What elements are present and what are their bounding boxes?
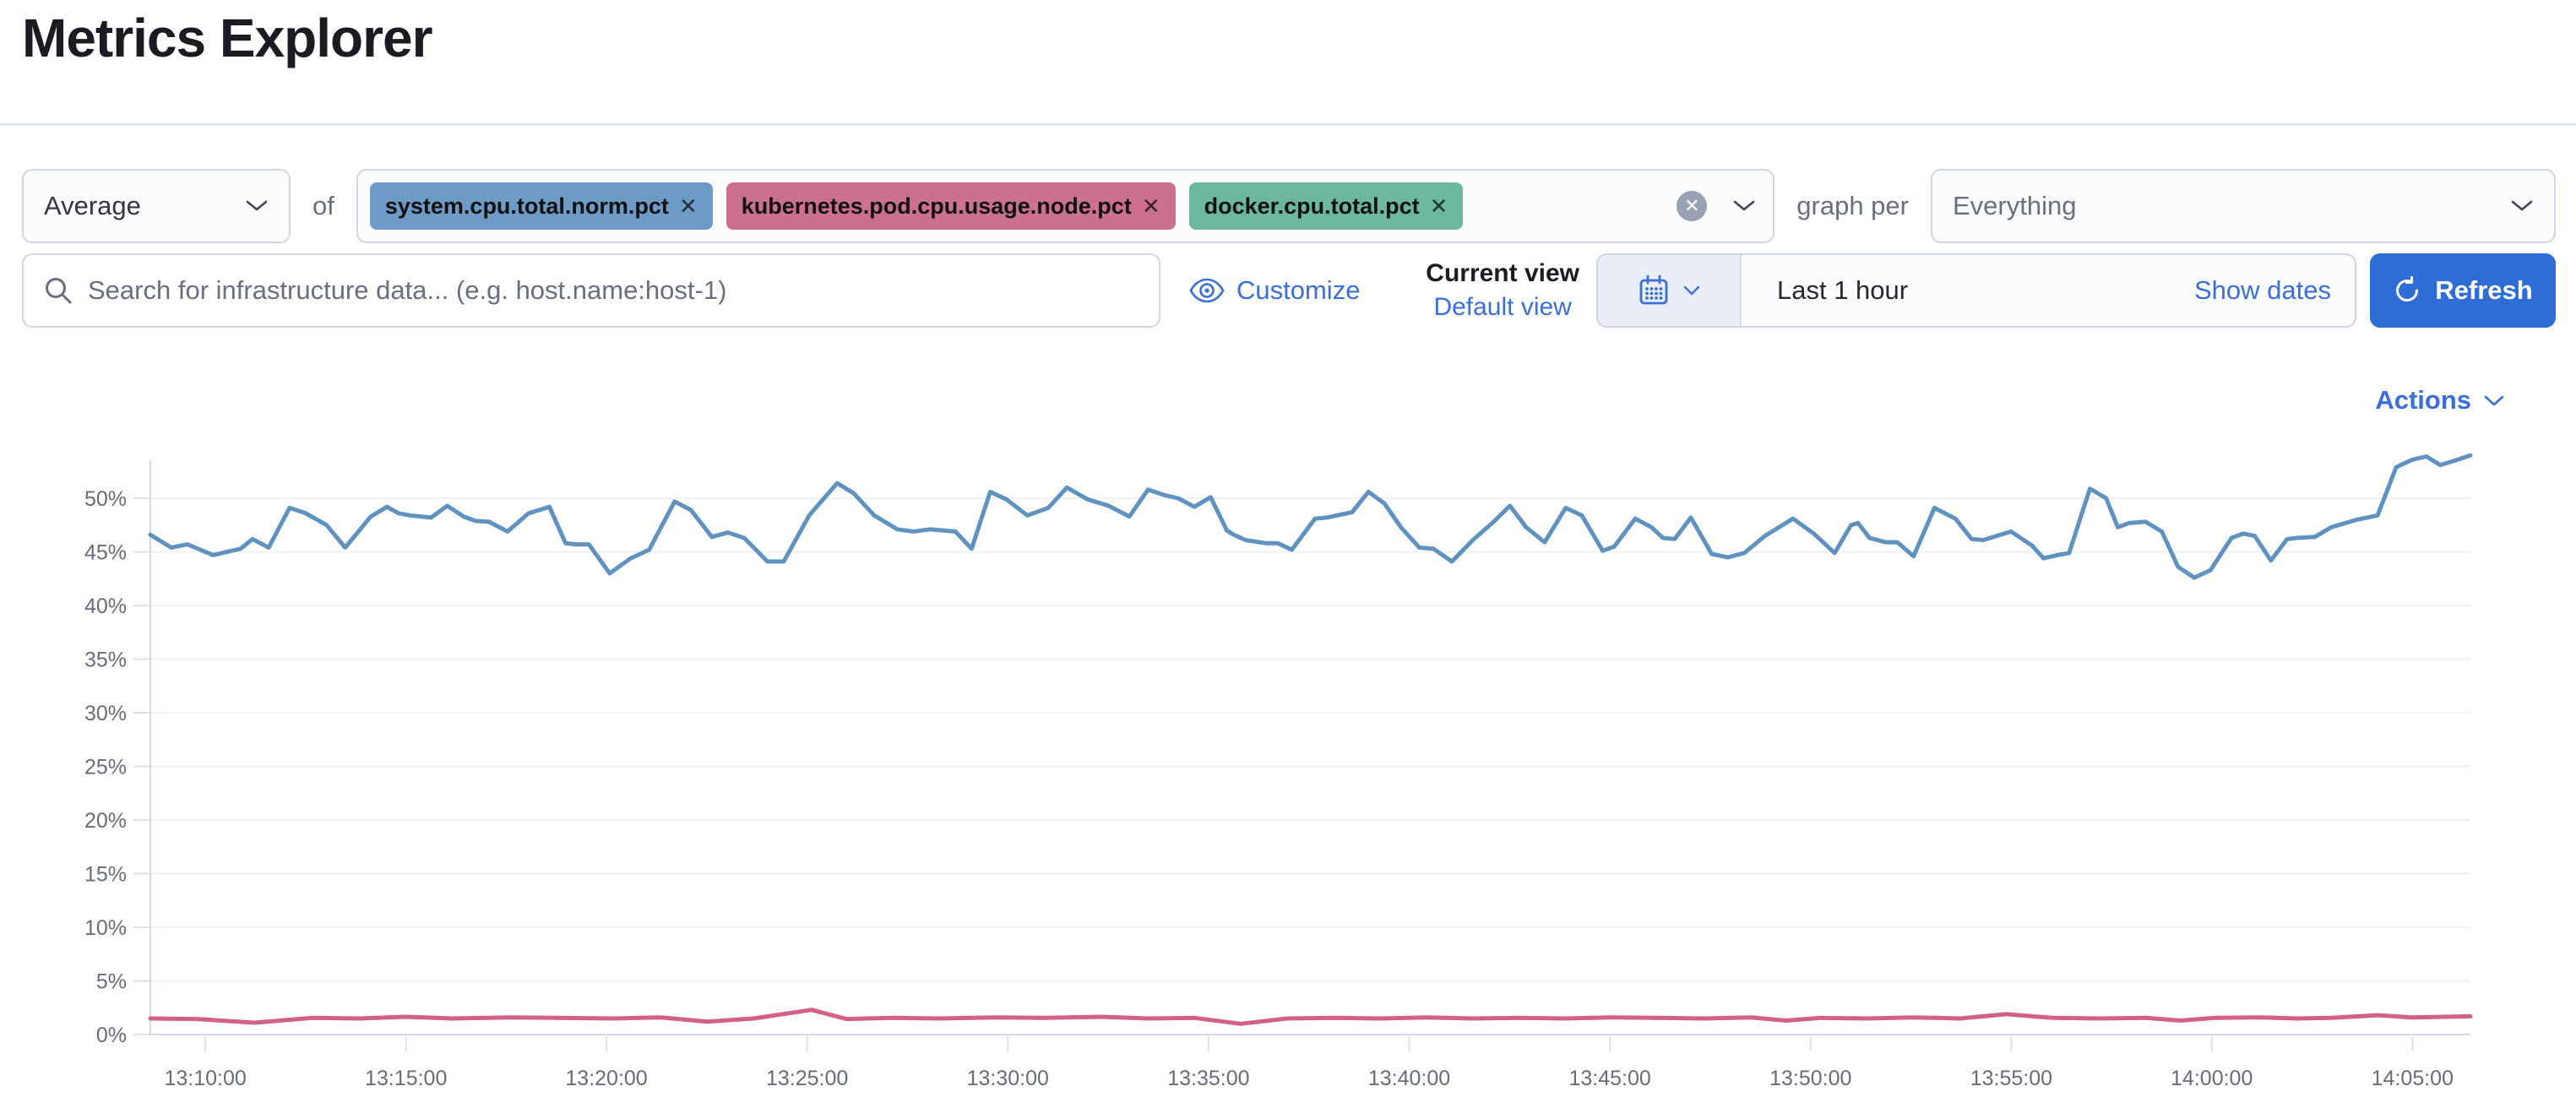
page-title: Metrics Explorer [22, 8, 433, 68]
refresh-icon [2396, 276, 2419, 301]
svg-text:13:55:00: 13:55:00 [1970, 1067, 2052, 1090]
svg-text:13:35:00: 13:35:00 [1167, 1067, 1249, 1090]
svg-text:15%: 15% [84, 863, 127, 887]
svg-text:13:50:00: 13:50:00 [1769, 1067, 1851, 1090]
aggregation-toolbar: Average of system.cpu.total.norm.pct ✕ kub… [22, 169, 2556, 243]
search-icon [46, 278, 72, 304]
svg-text:45%: 45% [84, 541, 127, 565]
metric-pill: system.cpu.total.norm.pct ✕ [369, 182, 713, 230]
metric-pill-label: system.cpu.total.norm.pct [384, 193, 669, 219]
metric-pill: docker.cpu.total.pct ✕ [1188, 182, 1464, 230]
chevron-down-icon [1683, 285, 1700, 296]
saved-view-selector: Current view Default view [1426, 257, 1596, 324]
super-date-picker: Last 1 hour Show dates [1596, 253, 2356, 328]
svg-text:13:10:00: 13:10:00 [164, 1067, 246, 1090]
remove-metric-icon[interactable]: ✕ [1429, 193, 1448, 219]
metrics-chart[interactable]: 0% 5% 10% 15% 20% 25% 30% 35% 40% 45% 50% 13:10:00 1… [0, 450, 2576, 1108]
customize-button[interactable]: Customize [1189, 275, 1360, 306]
clear-icon: ✕ [1684, 195, 1700, 216]
search-toolbar: Customize Current view Default view [22, 253, 2556, 328]
metric-pill-label: kubernetes.pod.cpu.usage.node.pct [741, 193, 1132, 219]
customize-label: Customize [1236, 275, 1361, 305]
clear-all-metrics-button[interactable]: ✕ [1677, 191, 1708, 221]
refresh-button[interactable]: Refresh [2370, 253, 2556, 328]
svg-text:13:40:00: 13:40:00 [1368, 1067, 1450, 1090]
svg-text:40%: 40% [84, 595, 127, 618]
graph-per-label: graph per [1796, 191, 1909, 220]
metric-pill: kubernetes.pod.cpu.usage.node.pct ✕ [726, 182, 1176, 230]
svg-text:14:00:00: 14:00:00 [2171, 1067, 2253, 1090]
svg-text:50%: 50% [84, 487, 127, 511]
svg-text:30%: 30% [84, 702, 127, 725]
calendar-icon [1639, 274, 1668, 305]
svg-text:35%: 35% [84, 649, 127, 672]
metrics-combobox[interactable]: system.cpu.total.norm.pct ✕ kubernetes.pod… [356, 169, 1775, 243]
date-quick-select-button[interactable] [1598, 255, 1742, 326]
actions-label: Actions [2375, 385, 2471, 415]
refresh-label: Refresh [2435, 275, 2533, 305]
aggregation-select[interactable]: Average [22, 169, 291, 243]
svg-text:13:25:00: 13:25:00 [766, 1067, 848, 1090]
search-input[interactable] [88, 275, 1140, 306]
svg-text:20%: 20% [84, 809, 127, 833]
chevron-down-icon[interactable] [1732, 198, 1756, 214]
svg-text:14:05:00: 14:05:00 [2372, 1067, 2454, 1090]
aggregation-select-value: Average [44, 191, 141, 220]
search-box [22, 253, 1160, 328]
remove-metric-icon[interactable]: ✕ [678, 193, 698, 219]
graph-per-select-value: Everything [1953, 191, 2077, 220]
chevron-down-icon [2484, 395, 2504, 405]
svg-text:0%: 0% [96, 1024, 127, 1047]
metric-pill-list: system.cpu.total.norm.pct ✕ kubernetes.pod… [369, 182, 1464, 230]
svg-text:25%: 25% [84, 756, 127, 779]
of-label: of [312, 191, 334, 220]
metric-pill-label: docker.cpu.total.pct [1204, 193, 1420, 219]
graph-per-select[interactable]: Everything [1931, 169, 2556, 243]
svg-text:13:20:00: 13:20:00 [565, 1067, 647, 1090]
svg-text:13:45:00: 13:45:00 [1568, 1067, 1650, 1090]
time-range-value[interactable]: Last 1 hour [1777, 275, 1909, 305]
svg-text:13:15:00: 13:15:00 [365, 1067, 447, 1090]
remove-metric-icon[interactable]: ✕ [1141, 193, 1160, 219]
default-view-link[interactable]: Default view [1433, 293, 1572, 321]
actions-menu-button[interactable]: Actions [2375, 382, 2505, 419]
svg-text:5%: 5% [96, 970, 127, 994]
chevron-down-icon [2511, 200, 2533, 211]
svg-text:13:30:00: 13:30:00 [967, 1067, 1049, 1090]
chevron-down-icon [246, 200, 268, 211]
header-divider [0, 123, 2576, 125]
show-dates-button[interactable]: Show dates [2194, 275, 2331, 305]
current-view-label: Current view [1426, 259, 1579, 287]
eye-icon [1189, 278, 1225, 303]
line-chart-canvas[interactable]: 0% 5% 10% 15% 20% 25% 30% 35% 40% 45% 50% 13:10:00 1… [0, 450, 2576, 1108]
svg-text:10%: 10% [84, 916, 127, 940]
